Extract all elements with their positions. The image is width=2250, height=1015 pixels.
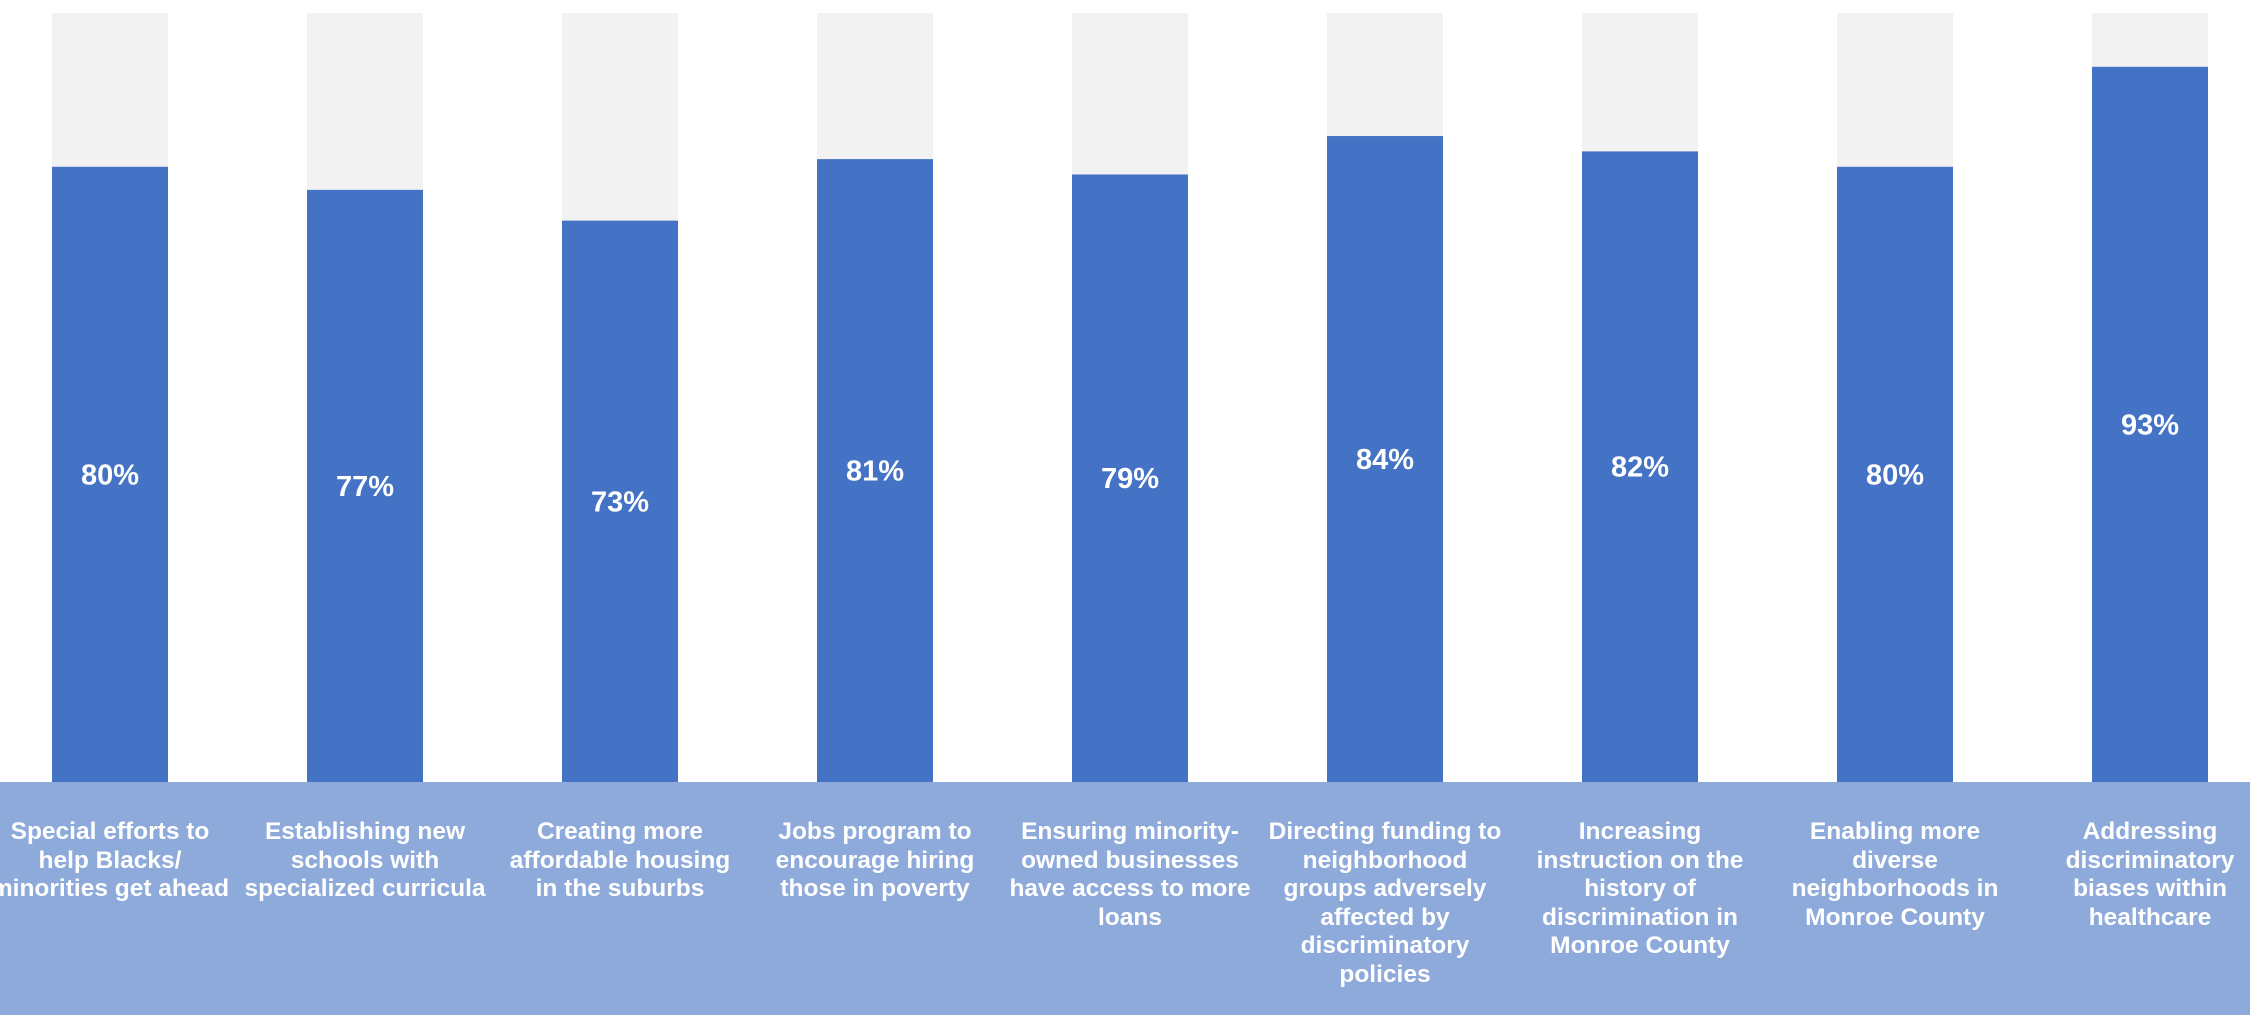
category-label-4: Jobs program to encourage hiring those i… — [775, 818, 975, 902]
value-label-3: 73% — [591, 486, 649, 518]
value-label-9: 93% — [2121, 409, 2179, 441]
value-label-1: 80% — [81, 459, 139, 491]
category-band — [0, 782, 2250, 1015]
category-label-6: Directing funding to neighborhood groups… — [1268, 818, 1502, 988]
bar-1 — [52, 166, 168, 782]
value-label-5: 79% — [1101, 463, 1159, 495]
category-label-7: Increasing instruction on the history of… — [1536, 818, 1744, 959]
value-label-2: 77% — [336, 471, 394, 503]
value-label-4: 81% — [846, 456, 904, 488]
category-label-1: Special efforts to help Blacks/ minoriti… — [0, 818, 230, 902]
bar-8 — [1837, 166, 1953, 782]
bar-3 — [562, 220, 678, 782]
bar-6 — [1327, 136, 1443, 782]
bar-5 — [1072, 174, 1188, 782]
value-label-8: 80% — [1866, 459, 1924, 491]
value-label-7: 82% — [1611, 452, 1669, 484]
category-label-2: Establishing new schools with specialize… — [244, 818, 486, 902]
value-label-6: 84% — [1356, 444, 1414, 476]
category-label-5: Ensuring minority-owned businesses have … — [1009, 818, 1251, 931]
category-label-3: Creating more affordable housing in the … — [509, 818, 731, 902]
bar-7 — [1582, 151, 1698, 782]
bar-9 — [2092, 66, 2208, 782]
chart-plot-area: 80% 77% 73% 81% 79% 84% 82% 80% 93% — [52, 13, 2208, 782]
category-label-9: Addressing discriminatory biases within … — [2065, 818, 2235, 931]
bar-2 — [307, 189, 423, 782]
bar-4 — [817, 159, 933, 782]
category-label-8: Enabling more diverse neighborhoods in M… — [1791, 818, 1999, 931]
